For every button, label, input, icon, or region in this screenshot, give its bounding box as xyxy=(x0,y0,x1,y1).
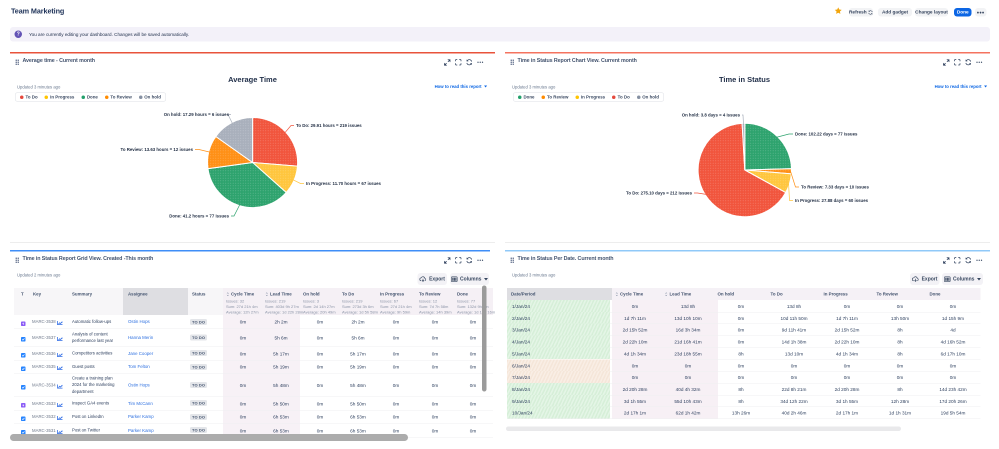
svg-text:To Review: 7.33 days = 10 issu: To Review: 7.33 days = 10 issues xyxy=(801,185,869,190)
svg-text:To Do: 275.10 days = 212 issue: To Do: 275.10 days = 212 issues xyxy=(626,191,693,196)
svg-text:On hold: 17.29 hours = 6 issue: On hold: 17.29 hours = 6 issues xyxy=(164,112,230,117)
svg-text:In Progress: 27.88 days = 60 i: In Progress: 27.88 days = 60 issues xyxy=(795,198,869,203)
svg-text:Done: 102.22 days = 77 issues: Done: 102.22 days = 77 issues xyxy=(795,132,858,137)
svg-text:To Review: 13.63 hours = 12 is: To Review: 13.63 hours = 12 issues xyxy=(121,147,194,152)
svg-text:Done: 41.2 hours = 77 issues: Done: 41.2 hours = 77 issues xyxy=(169,214,229,219)
svg-text:In Progress: 11.70 hours = 67: In Progress: 11.70 hours = 67 issues xyxy=(306,181,382,186)
svg-text:To Do: 29.91 hours = 219 issue: To Do: 29.91 hours = 219 issues xyxy=(296,123,362,128)
svg-text:On hold: 3.8 days = 4 issues: On hold: 3.8 days = 4 issues xyxy=(682,113,741,118)
